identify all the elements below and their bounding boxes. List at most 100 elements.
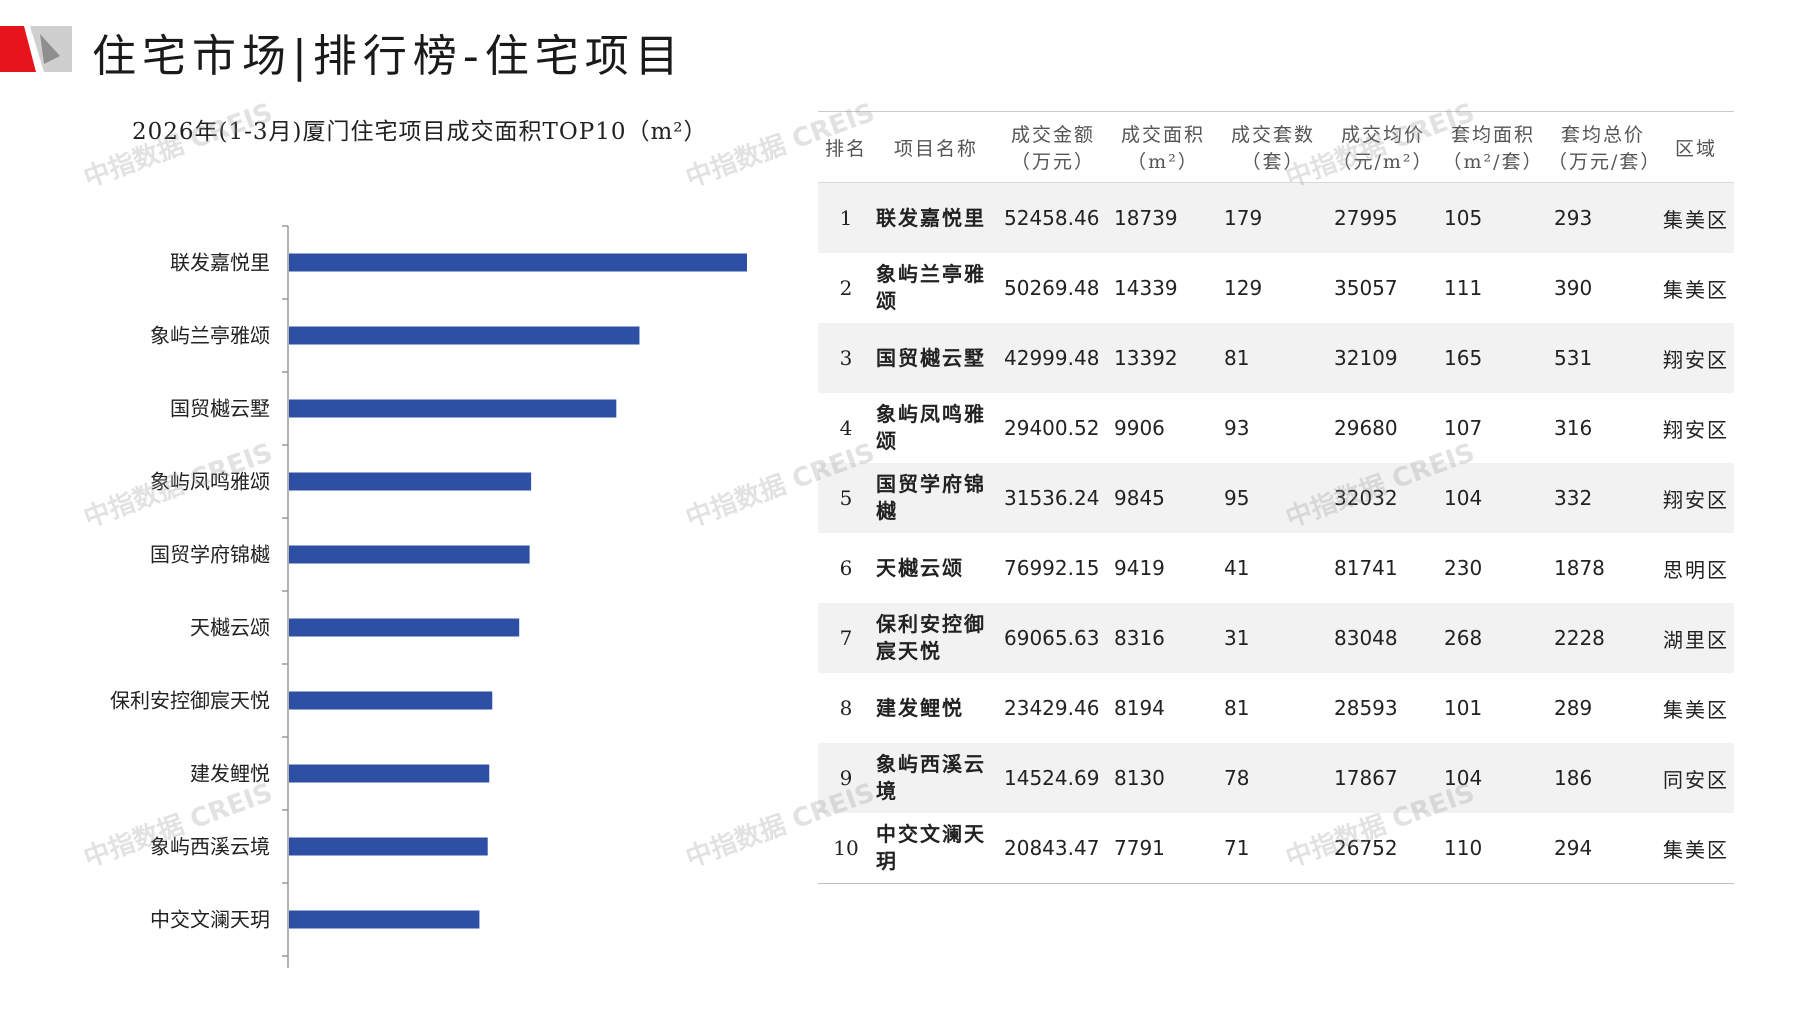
- table-cell: 50269.48: [1004, 276, 1100, 300]
- column-header: 排名: [818, 111, 874, 183]
- table-cell: 81741: [1334, 556, 1398, 580]
- table-cell: 17867: [1328, 743, 1438, 813]
- table-cell: 6: [839, 556, 853, 580]
- table-cell: 联发嘉悦里: [874, 182, 998, 253]
- table-cell: 国贸樾云墅: [874, 323, 998, 393]
- table-cell: 42999.48: [998, 323, 1108, 393]
- table-row: 4 象屿凤鸣雅颂 29400.52 9906 93 29680 107 316 翔安区: [818, 393, 1734, 463]
- table-cell: 52458.46: [998, 182, 1108, 253]
- table-cell: 129: [1224, 276, 1263, 300]
- table-cell: 7: [818, 603, 874, 673]
- table-cell: 2228: [1548, 603, 1658, 673]
- table-cell: 29400.52: [1004, 416, 1100, 440]
- column-header: 成交套数 （套）: [1218, 111, 1328, 183]
- column-header: 成交面积 （m²）: [1108, 111, 1218, 183]
- bar-9: [289, 837, 488, 856]
- table-cell: 81: [1224, 696, 1250, 720]
- bar-10: [289, 910, 480, 929]
- table-cell: 69065.63: [998, 603, 1108, 673]
- column-header-text: 成交均价: [1340, 124, 1425, 146]
- table-cell: 3: [818, 323, 874, 393]
- table-cell: 14524.69: [998, 743, 1108, 813]
- table-cell: 同安区: [1658, 743, 1734, 813]
- table-cell: 41: [1224, 556, 1250, 580]
- table-cell: 象屿西溪云境: [874, 743, 998, 813]
- chart-title: 2026年(1-3月)厦门住宅项目成交面积TOP10（m²）: [132, 119, 708, 145]
- category-label: 国贸学府锦樾: [150, 543, 270, 567]
- bar-1: [289, 253, 747, 272]
- table-cell: 27995: [1328, 182, 1438, 253]
- table-cell: 思明区: [1663, 557, 1729, 582]
- table-cell: 5: [818, 463, 874, 533]
- table-cell: 天樾云颂: [876, 555, 964, 580]
- table-cell: 8316: [1108, 603, 1218, 673]
- table-cell: 104: [1438, 743, 1548, 813]
- table-cell: 29680: [1334, 416, 1398, 440]
- table-cell: 81: [1218, 323, 1328, 393]
- table-cell: 186: [1548, 743, 1658, 813]
- category-label: 国贸樾云墅: [170, 397, 270, 421]
- column-header-text: 成交面积: [1120, 124, 1205, 146]
- table-cell: 78: [1218, 743, 1328, 813]
- category-label: 联发嘉悦里: [170, 251, 270, 275]
- bar-2: [289, 326, 640, 345]
- table-cell: 翔安区: [1663, 417, 1729, 442]
- table-cell: 集美区: [1658, 182, 1734, 253]
- bar-8: [289, 764, 490, 783]
- bar-4: [289, 472, 532, 491]
- brand-logo: [0, 26, 72, 72]
- table-cell: 中交文澜天玥: [874, 813, 998, 884]
- column-header-text: 套均面积: [1450, 124, 1535, 146]
- table-cell: 建发鲤悦: [876, 695, 964, 720]
- table-cell: 230: [1444, 556, 1483, 580]
- category-label: 象屿西溪云境: [150, 835, 270, 859]
- bar-5: [289, 545, 530, 564]
- column-header-text: 成交金额: [1010, 124, 1095, 146]
- table-cell: 107: [1444, 416, 1483, 440]
- table-cell: 531: [1548, 323, 1658, 393]
- column-header-text: 项目名称: [893, 137, 978, 160]
- table-cell: 14339: [1114, 276, 1178, 300]
- table-cell: 9: [818, 743, 874, 813]
- category-label: 建发鲤悦: [190, 762, 270, 786]
- table-cell: 13392: [1108, 323, 1218, 393]
- table-cell: 翔安区: [1658, 323, 1734, 393]
- table-header-row: 排名 项目名称 成交金额 （万元） 成交面积 （m²） 成交套数 （套） 成交均价 （元/m²）套…: [818, 111, 1734, 183]
- table-row: 2 象屿兰亭雅颂 50269.48 14339 129 35057 111 390 集美区: [818, 253, 1734, 323]
- bar-6: [289, 618, 520, 637]
- table-cell: 18739: [1108, 182, 1218, 253]
- table-cell: 101: [1444, 696, 1483, 720]
- table-cell: 8: [839, 696, 853, 720]
- table-cell: 104: [1438, 463, 1548, 533]
- table-row: 8 建发鲤悦 23429.46 8194 81 28593 101 289 集美区: [818, 673, 1734, 743]
- table-row: 5 国贸学府锦樾 31536.24 9845 95 32032 104 332 翔安区: [818, 463, 1734, 533]
- column-header: 项目名称: [874, 111, 998, 183]
- table-cell: 179: [1218, 182, 1328, 253]
- column-header-text: 区域: [1674, 137, 1717, 160]
- category-label: 天樾云颂: [190, 616, 270, 640]
- table-cell: 32109: [1328, 323, 1438, 393]
- column-header-text: 套均总价: [1560, 124, 1645, 146]
- column-header-text: （元/m²）: [1332, 151, 1434, 173]
- table-cell: 31536.24: [998, 463, 1108, 533]
- table-cell: 1878: [1554, 556, 1605, 580]
- table-cell: 93: [1224, 416, 1250, 440]
- table-cell: 76992.15: [1004, 556, 1100, 580]
- table-cell: 289: [1554, 696, 1593, 720]
- column-header-text: 成交套数: [1230, 124, 1315, 146]
- table-cell: 1: [818, 182, 874, 253]
- category-label: 中交文澜天玥: [150, 908, 270, 932]
- column-header-text: 排名: [824, 137, 867, 160]
- bar-chart: 联发嘉悦里象屿兰亭雅颂国贸樾云墅象屿凤鸣雅颂国贸学府锦樾天樾云颂保利安控御宸天悦…: [110, 225, 747, 968]
- table-cell: 165: [1438, 323, 1548, 393]
- table-cell: 111: [1444, 276, 1483, 300]
- column-header: 套均面积 （m²/套）: [1438, 111, 1548, 183]
- table-cell: 332: [1548, 463, 1658, 533]
- bar-3: [289, 399, 617, 418]
- column-header-text: （万元/套）: [1548, 151, 1662, 173]
- category-label: 象屿凤鸣雅颂: [150, 470, 270, 494]
- column-header-text: （m²）: [1127, 151, 1199, 173]
- table-cell: 象屿兰亭雅颂: [876, 262, 986, 313]
- table-cell: 23429.46: [1004, 696, 1100, 720]
- table-row: 9 象屿西溪云境 14524.69 8130 78 17867 104 186 同安区: [818, 743, 1734, 813]
